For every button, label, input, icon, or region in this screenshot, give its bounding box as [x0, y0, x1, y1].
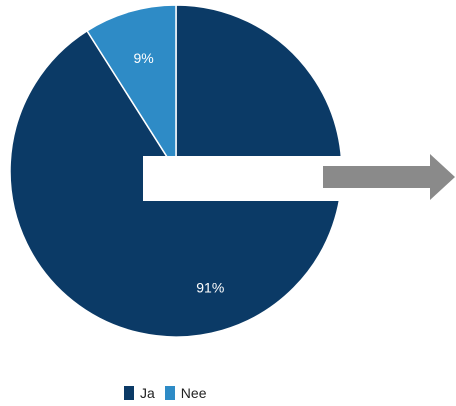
legend-label-nee: Nee — [180, 385, 207, 401]
legend: Ja Nee — [124, 384, 216, 402]
right-arrow-icon — [323, 154, 455, 200]
legend-item-nee: Nee — [164, 385, 207, 401]
legend-item-ja: Ja — [124, 385, 155, 401]
legend-swatch-ja — [124, 386, 134, 400]
pie-slice-labels: 91% 9% — [133, 50, 224, 296]
white-overlay-box — [143, 156, 343, 201]
legend-label-ja: Ja — [140, 385, 155, 401]
legend-swatch-nee — [164, 386, 175, 400]
pie-slice-nee — [86, 4, 177, 174]
pie-slice-label-nee: 9% — [133, 50, 153, 66]
pie-slice-label-ja: 91% — [196, 280, 224, 296]
